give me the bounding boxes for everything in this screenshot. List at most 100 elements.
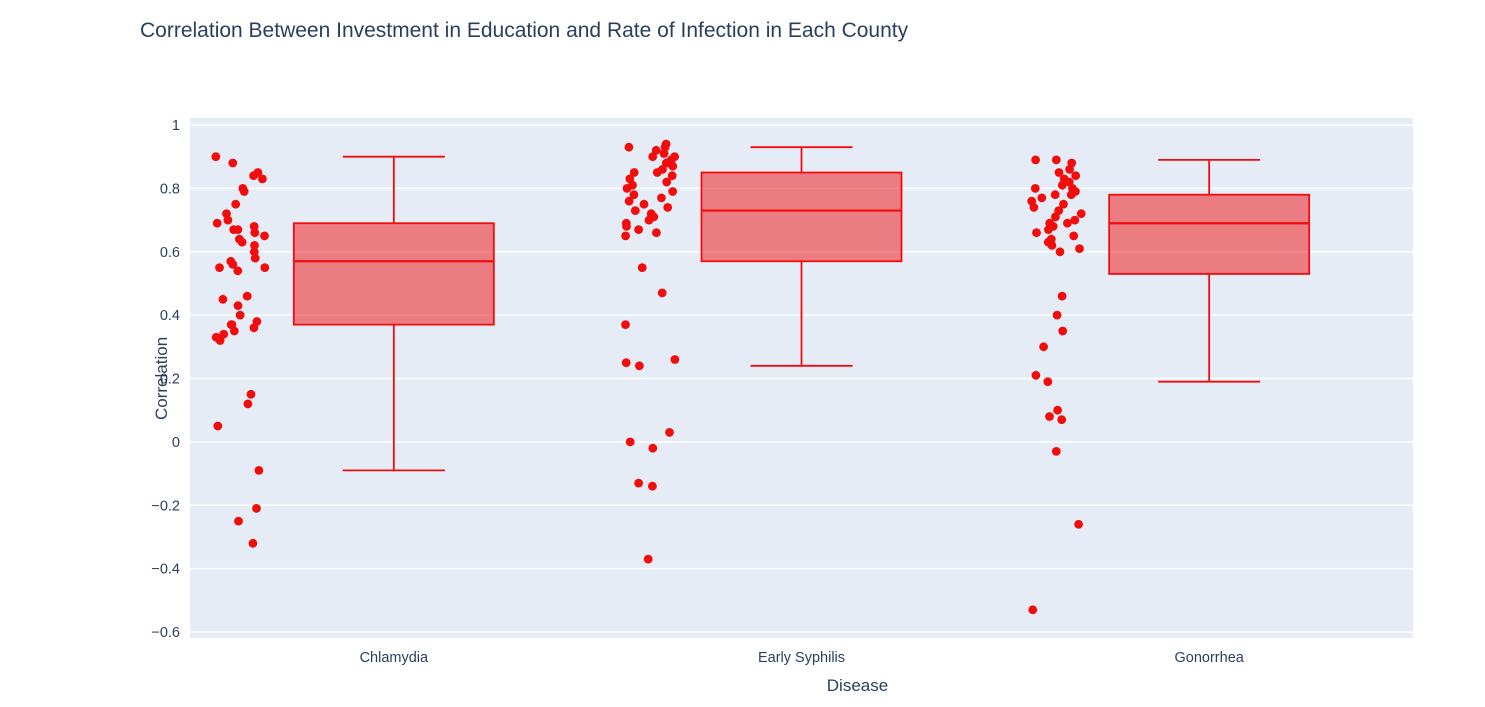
scatter-point — [231, 199, 241, 209]
scatter-point — [1047, 241, 1057, 250]
scatter-point — [228, 158, 238, 168]
scatter-point — [1031, 370, 1041, 380]
scatter-point — [1028, 605, 1038, 615]
scatter-point — [248, 538, 258, 548]
y-tick-label: −0.2 — [151, 498, 180, 514]
scatter-point — [1039, 342, 1048, 352]
scatter-point — [1031, 155, 1040, 165]
box — [292, 222, 495, 326]
x-tick-label: Early Syphilis — [758, 650, 845, 666]
scatter-point — [621, 358, 631, 368]
scatter-point — [1057, 291, 1067, 301]
box — [700, 171, 903, 263]
scatter-point — [254, 466, 264, 475]
scatter-point — [1065, 165, 1074, 174]
scatter-point — [668, 161, 678, 171]
scatter-point — [1051, 447, 1061, 456]
scatter-point — [624, 142, 634, 152]
scatter-point — [252, 504, 261, 513]
scatter-point — [1030, 184, 1040, 193]
scatter-point — [250, 241, 259, 250]
y-tick-label: 0.2 — [160, 372, 180, 388]
scatter-point — [233, 301, 243, 310]
scatter-point — [1057, 415, 1067, 425]
box-group-gonorrhea — [1027, 155, 1311, 615]
x-axis-title: Disease — [0, 676, 1485, 696]
scatter-point — [634, 225, 643, 235]
scatter-point — [665, 428, 674, 437]
scatter-point — [622, 222, 631, 231]
scatter-point — [1032, 228, 1041, 238]
scatter-point — [1050, 190, 1060, 200]
scatter-point — [1069, 231, 1079, 241]
scatter-point — [228, 260, 238, 269]
scatter-point — [621, 231, 630, 241]
scatter-point — [1052, 310, 1062, 320]
scatter-point — [233, 266, 243, 276]
scatter-point — [242, 291, 252, 301]
scatter-point — [634, 478, 643, 488]
scatter-point — [249, 222, 259, 231]
scatter-point — [243, 399, 253, 409]
chart-title: Correlation Between Investment in Educat… — [140, 19, 909, 42]
scatter-point — [1045, 412, 1054, 421]
scatter-point — [1037, 193, 1047, 203]
scatter-point — [1043, 377, 1053, 387]
scatter-point — [1075, 244, 1084, 254]
scatter-point — [235, 310, 245, 320]
y-tick-label: 0 — [172, 435, 180, 451]
box-group-chlamydia — [211, 152, 495, 548]
scatter-point — [1054, 168, 1064, 177]
scatter-point — [239, 187, 249, 196]
scatter-point — [249, 323, 259, 333]
scatter-point — [1063, 218, 1072, 228]
x-tick-label: Chlamydia — [360, 650, 429, 666]
scatter-point — [223, 215, 233, 225]
scatter-point — [648, 481, 657, 491]
scatter-point — [215, 263, 224, 272]
scatter-point — [250, 253, 260, 263]
scatter-point — [1044, 225, 1053, 235]
scatter-point — [260, 231, 269, 241]
scatter-point — [1055, 247, 1065, 257]
scatter-point — [659, 149, 669, 158]
y-tick-label: 0.4 — [160, 308, 180, 324]
scatter-point — [211, 152, 221, 162]
scatter-point — [219, 329, 229, 339]
scatter-point — [1074, 519, 1083, 529]
scatter-point — [661, 158, 671, 168]
scatter-point — [657, 288, 667, 298]
scatter-point — [1059, 199, 1068, 209]
x-tick-label: Gonorrhea — [1175, 650, 1245, 666]
scatter-point — [1029, 203, 1039, 212]
scatter-point — [663, 203, 673, 212]
scatter-point — [644, 215, 654, 225]
scatter-point — [668, 187, 678, 196]
scatter-point — [622, 184, 632, 193]
scatter-point — [249, 171, 258, 181]
scatter-point — [621, 320, 630, 329]
scatter-point — [639, 199, 649, 209]
scatter-point — [1076, 209, 1086, 219]
box-group-early-syphilis — [621, 139, 903, 564]
scatter-point — [643, 554, 653, 564]
y-tick-label: 0.8 — [160, 181, 180, 197]
y-tick-label: 1 — [172, 118, 180, 134]
scatter-point — [1057, 180, 1067, 190]
scatter-point — [233, 225, 243, 235]
scatter-point — [635, 361, 644, 371]
scatter-point — [1053, 405, 1062, 415]
scatter-point — [624, 196, 634, 206]
scatter-point — [229, 326, 239, 336]
scatter-point — [212, 218, 222, 228]
y-tick-label: −0.6 — [151, 625, 180, 641]
scatter-point — [234, 516, 243, 526]
scatter-point — [637, 263, 647, 272]
scatter-point — [218, 294, 228, 304]
scatter-point — [662, 177, 672, 187]
x-axis-title-text: Disease — [826, 676, 889, 695]
scatter-point — [1066, 190, 1076, 200]
scatter-point — [246, 389, 256, 399]
scatter-point — [1051, 212, 1060, 222]
